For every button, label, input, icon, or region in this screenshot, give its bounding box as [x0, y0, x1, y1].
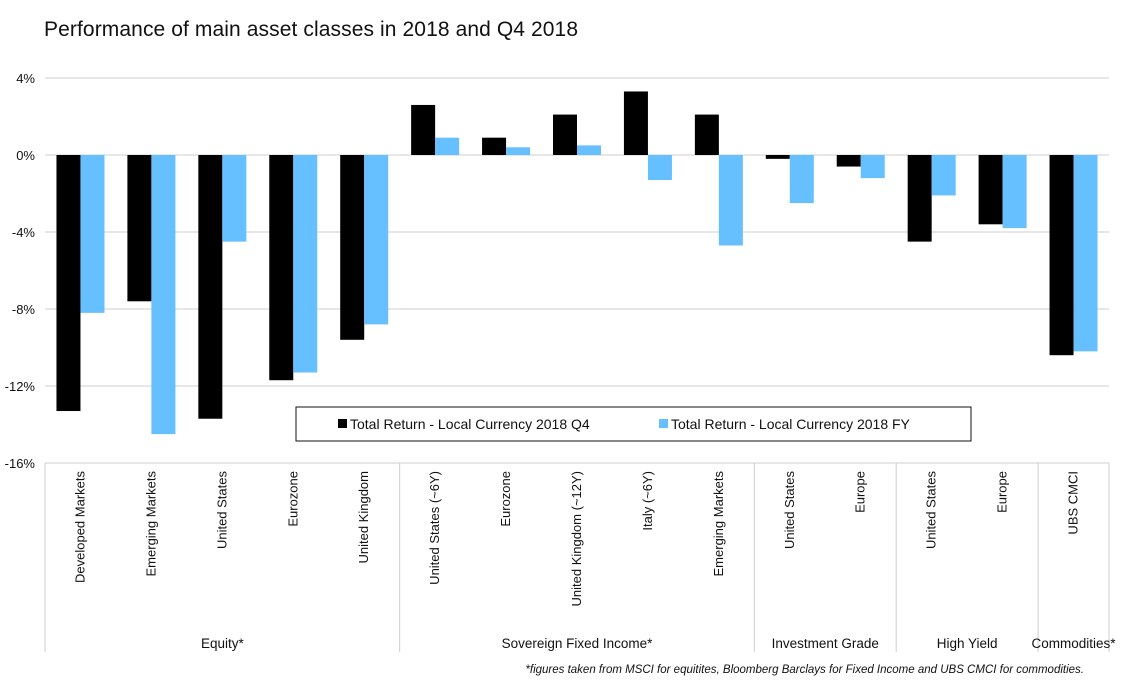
- category-label: United States: [214, 471, 229, 550]
- group-label: Equity*: [201, 636, 245, 651]
- y-tick-label: 0%: [16, 148, 35, 163]
- bar-fy: [860, 155, 885, 179]
- bar-q4: [198, 155, 223, 419]
- category-label: Developed Markets: [72, 471, 87, 583]
- category-label: United Kingdom (~12Y): [569, 471, 584, 607]
- bar-fy: [1073, 155, 1098, 352]
- bar-q4: [482, 137, 507, 155]
- bar-fy: [577, 145, 601, 155]
- legend-swatch: [659, 419, 668, 428]
- bar-fy: [435, 137, 460, 155]
- bar-fy: [647, 155, 672, 181]
- bar-q4: [978, 155, 1003, 225]
- bar-fy: [506, 147, 531, 155]
- bar-fy: [151, 155, 176, 435]
- legend-label: Total Return - Local Currency 2018 FY: [671, 416, 911, 432]
- bar-fy: [364, 155, 389, 325]
- category-label: Emerging Markets: [143, 471, 158, 577]
- bar-fy: [293, 155, 318, 373]
- y-tick-label: 4%: [16, 71, 35, 86]
- bar-q4: [1049, 155, 1074, 356]
- bar-fy: [222, 155, 247, 242]
- bar-q4: [623, 91, 648, 155]
- bar-fy: [718, 155, 743, 246]
- bar-q4: [553, 114, 577, 155]
- bar-q4: [694, 114, 719, 155]
- y-tick-label: -4%: [12, 225, 36, 240]
- y-tick-label: -8%: [12, 302, 36, 317]
- bar-fy: [789, 155, 814, 204]
- bar-q4: [340, 155, 365, 340]
- group-label: Investment Grade: [772, 636, 879, 651]
- bar-q4: [127, 155, 152, 302]
- bar-q4: [411, 104, 436, 155]
- legend-label: Total Return - Local Currency 2018 Q4: [350, 416, 590, 432]
- y-tick-label: -12%: [5, 379, 36, 394]
- category-label: United States: [782, 471, 797, 550]
- group-label: Commodities*: [1032, 636, 1117, 651]
- footnote: *figures taken from MSCI for equitites, …: [525, 664, 1084, 676]
- category-label: Italy (~6Y): [640, 471, 655, 531]
- category-label: Eurozone: [498, 471, 513, 527]
- legend-swatch: [338, 419, 347, 428]
- category-label: United Kingdom: [356, 471, 371, 564]
- legend-box: [295, 406, 972, 442]
- bar-fy: [80, 155, 105, 313]
- chart-title: Performance of main asset classes in 201…: [44, 18, 579, 41]
- group-label: Sovereign Fixed Income*: [502, 636, 654, 651]
- bar-fy: [1002, 155, 1027, 229]
- bar-q4: [269, 155, 294, 381]
- category-label: Eurozone: [285, 471, 300, 527]
- category-label: Emerging Markets: [711, 471, 726, 577]
- bar-q4: [907, 155, 932, 242]
- category-label: United States: [924, 471, 939, 550]
- category-label: Europe: [995, 471, 1010, 513]
- y-tick-label: -16%: [5, 456, 36, 471]
- category-label: United States (~6Y): [427, 471, 442, 585]
- group-label: High Yield: [937, 636, 998, 651]
- bar-q4: [56, 155, 81, 412]
- bar-q4: [765, 155, 790, 159]
- category-label: UBS CMCI: [1066, 471, 1081, 535]
- bar-fy: [931, 155, 956, 196]
- bar-q4: [836, 155, 861, 167]
- category-label: Europe: [853, 471, 868, 513]
